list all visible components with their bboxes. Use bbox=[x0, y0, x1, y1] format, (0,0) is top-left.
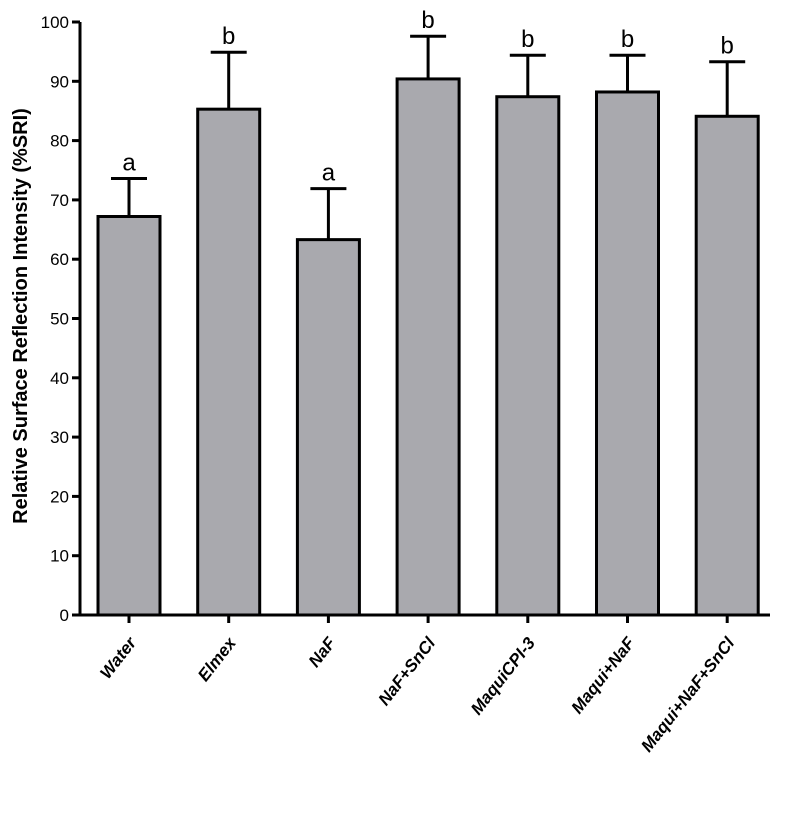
y-tick-label-20: 20 bbox=[50, 487, 69, 506]
y-tick-label-0: 0 bbox=[60, 606, 69, 625]
significance-label-2: b bbox=[222, 23, 235, 50]
y-tick-label-40: 40 bbox=[50, 369, 69, 388]
y-tick-label-90: 90 bbox=[50, 72, 69, 91]
x-tick-label-1: Water bbox=[96, 633, 141, 683]
y-tick-label-80: 80 bbox=[50, 132, 69, 151]
y-tick-label-70: 70 bbox=[50, 191, 69, 210]
bar-6 bbox=[595, 90, 660, 617]
bar-1 bbox=[96, 215, 162, 617]
significance-label-3: a bbox=[322, 160, 336, 187]
significance-label-1: a bbox=[122, 150, 136, 177]
y-tick-label-10: 10 bbox=[50, 547, 69, 566]
bar-4 bbox=[395, 77, 461, 617]
y-axis-title: Relative Surface Reflection Intensity (%… bbox=[10, 108, 32, 524]
bar-5 bbox=[495, 95, 561, 617]
significance-label-5: b bbox=[521, 26, 534, 53]
y-tick-label-50: 50 bbox=[50, 310, 69, 329]
bar-2 bbox=[196, 107, 262, 617]
x-tick-label-7: Maqui+NaF+SnCl bbox=[637, 633, 739, 756]
significance-label-6: b bbox=[621, 26, 634, 53]
y-tick-label-100: 100 bbox=[41, 13, 69, 32]
bar-7 bbox=[694, 114, 760, 617]
y-tick-label-60: 60 bbox=[50, 250, 69, 269]
x-tick-label-5: MaquiCPI-3 bbox=[467, 633, 539, 718]
bar-3 bbox=[295, 238, 361, 617]
x-tick-label-6: Maqui+NaF bbox=[568, 633, 639, 717]
significance-label-4: b bbox=[421, 7, 434, 34]
x-tick-label-3: NaF bbox=[305, 633, 340, 670]
significance-label-7: b bbox=[721, 33, 734, 60]
x-tick-label-4: NaF+SnCl bbox=[375, 633, 440, 709]
x-tick-label-2: Elmex bbox=[194, 633, 241, 685]
y-tick-label-30: 30 bbox=[50, 428, 69, 447]
plot-area: a b a b b b b 0 10 20 30 40 50 60 70 80 90 100 Water Elmex N… bbox=[41, 7, 770, 756]
